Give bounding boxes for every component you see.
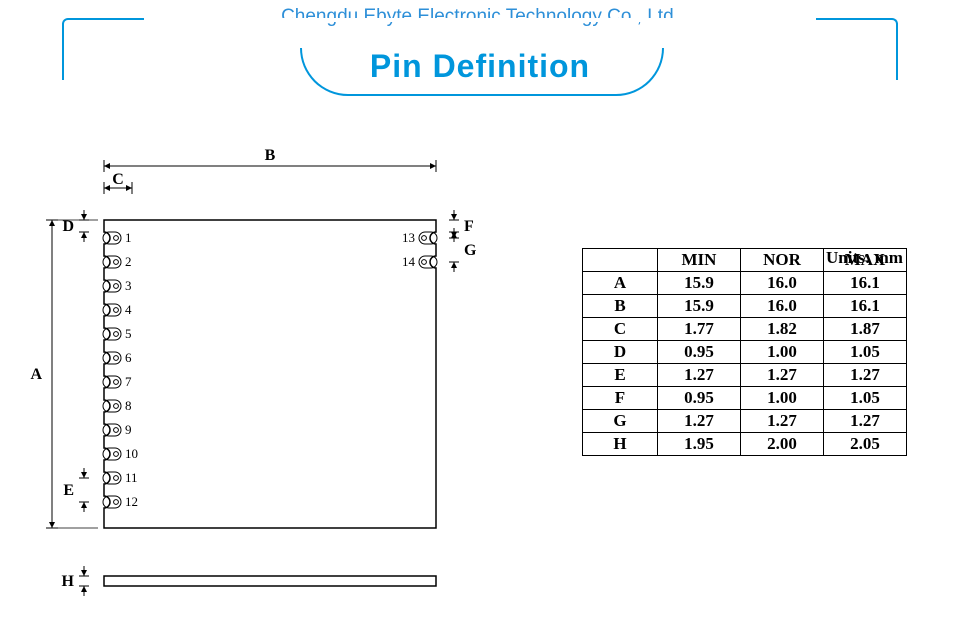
svg-text:13: 13 [402, 230, 415, 245]
table-row: E1.271.271.27 [583, 364, 907, 387]
table-header: MIN [658, 249, 741, 272]
svg-text:10: 10 [125, 446, 138, 461]
dim-label: B [583, 295, 658, 318]
dim-min: 1.27 [658, 364, 741, 387]
svg-text:D: D [62, 218, 74, 235]
table-header: NOR [741, 249, 824, 272]
dim-min: 0.95 [658, 341, 741, 364]
table-row: C1.771.821.87 [583, 318, 907, 341]
dim-label: A [583, 272, 658, 295]
dim-nor: 2.00 [741, 433, 824, 456]
dim-nor: 16.0 [741, 295, 824, 318]
dim-min: 15.9 [658, 295, 741, 318]
dim-max: 1.05 [824, 387, 907, 410]
svg-text:14: 14 [402, 254, 416, 269]
svg-text:E: E [63, 482, 74, 499]
svg-text:11: 11 [125, 470, 138, 485]
dim-max: 1.05 [824, 341, 907, 364]
dim-min: 15.9 [658, 272, 741, 295]
dim-max: 16.1 [824, 295, 907, 318]
dim-min: 0.95 [658, 387, 741, 410]
svg-text:A: A [30, 366, 42, 383]
svg-text:F: F [464, 218, 474, 235]
table-row: F0.951.001.05 [583, 387, 907, 410]
table-row: G1.271.271.27 [583, 410, 907, 433]
dim-label: F [583, 387, 658, 410]
dim-nor: 1.00 [741, 341, 824, 364]
svg-text:4: 4 [125, 302, 132, 317]
dim-label: D [583, 341, 658, 364]
svg-text:12: 12 [125, 494, 138, 509]
dim-nor: 1.27 [741, 410, 824, 433]
svg-text:3: 3 [125, 278, 132, 293]
dim-max: 16.1 [824, 272, 907, 295]
svg-text:B: B [265, 147, 276, 164]
svg-text:H: H [62, 573, 75, 590]
table-row: D0.951.001.05 [583, 341, 907, 364]
svg-text:8: 8 [125, 398, 132, 413]
dim-nor: 1.27 [741, 364, 824, 387]
package-diagram: 1234567891011121314BCADEFGH [24, 140, 494, 615]
table-row: A15.916.016.1 [583, 272, 907, 295]
dim-max: 1.27 [824, 410, 907, 433]
dim-max: 1.87 [824, 318, 907, 341]
dim-nor: 1.00 [741, 387, 824, 410]
dim-label: C [583, 318, 658, 341]
svg-text:C: C [112, 171, 124, 188]
svg-text:6: 6 [125, 350, 132, 365]
dim-nor: 16.0 [741, 272, 824, 295]
svg-text:5: 5 [125, 326, 132, 341]
svg-text:2: 2 [125, 254, 132, 269]
dimension-table: MINNORMAXA15.916.016.1B15.916.016.1C1.77… [582, 248, 907, 456]
svg-text:G: G [464, 242, 477, 259]
dim-label: H [583, 433, 658, 456]
page-title: Pin Definition [0, 48, 960, 85]
dim-nor: 1.82 [741, 318, 824, 341]
table-row: B15.916.016.1 [583, 295, 907, 318]
table-row: H1.952.002.05 [583, 433, 907, 456]
table-header [583, 249, 658, 272]
dim-min: 1.77 [658, 318, 741, 341]
dim-min: 1.27 [658, 410, 741, 433]
svg-text:9: 9 [125, 422, 132, 437]
table-header: MAX [824, 249, 907, 272]
svg-text:1: 1 [125, 230, 132, 245]
dim-min: 1.95 [658, 433, 741, 456]
dim-max: 1.27 [824, 364, 907, 387]
svg-text:7: 7 [125, 374, 132, 389]
dim-label: G [583, 410, 658, 433]
dim-max: 2.05 [824, 433, 907, 456]
dim-label: E [583, 364, 658, 387]
